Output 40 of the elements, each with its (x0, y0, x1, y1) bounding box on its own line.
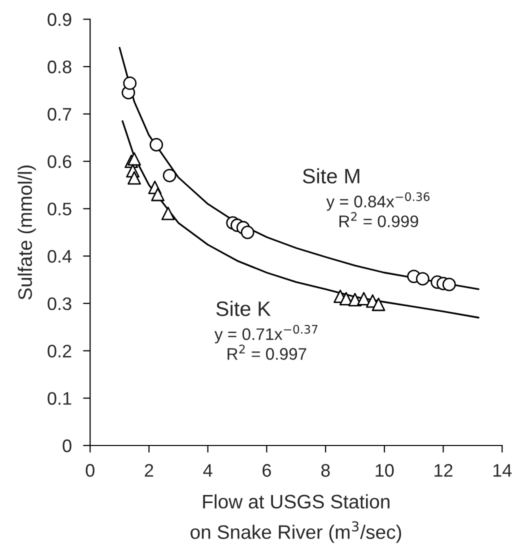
annotation: R$^{2}$ = 0.999 (339, 212, 418, 228)
y-tick-label: 0.6 (48, 155, 72, 168)
x-tick-label: 2 (144, 464, 154, 477)
x-tick-label: 14 (493, 464, 512, 477)
point (150, 138, 164, 152)
annotation: Site K (216, 300, 271, 316)
y-axis-title: Sulfate (mmol/l) (18, 166, 36, 300)
x-tick-label: 4 (203, 464, 212, 477)
point (357, 292, 371, 306)
x-axis-title: Flow at USGS Station on Snake River (m$^{3}$/sec) (190, 494, 402, 543)
y-tick-label: 0.8 (48, 60, 72, 74)
point (442, 278, 456, 292)
x-tick-label: 6 (262, 464, 271, 477)
y-tick-label: 0.1 (48, 392, 72, 405)
point (416, 272, 430, 286)
x-tick-label: 8 (321, 464, 330, 477)
annotation: Site M (302, 168, 360, 184)
line-series (122, 120, 480, 318)
annotation: y = 0.84x$^{−0.36}$ (326, 192, 430, 211)
x-tick-label: 12 (434, 464, 452, 477)
y-tick-label: 0.2 (48, 344, 72, 358)
y-tick-label: 0.9 (48, 13, 72, 26)
y-tick-label: 0 (62, 439, 72, 452)
point (240, 226, 254, 240)
line-series (118, 46, 480, 290)
point (128, 171, 141, 185)
x-tick-label: 0 (86, 464, 94, 477)
point (128, 152, 141, 166)
point (162, 168, 176, 182)
point (151, 188, 165, 202)
point (372, 298, 386, 312)
annotation: y = 0.71x$^{−0.37}$ (214, 324, 318, 344)
point (161, 206, 175, 220)
y-tick-label: 0.5 (48, 202, 72, 216)
x-tick-label: 10 (376, 464, 394, 477)
y-tick-label: 0.4 (48, 250, 72, 263)
annotation: R$^{2}$ = 0.997 (228, 344, 306, 360)
y-tick-label: 0.7 (48, 108, 72, 121)
point (123, 76, 137, 90)
y-tick-label: 0.3 (48, 297, 72, 310)
